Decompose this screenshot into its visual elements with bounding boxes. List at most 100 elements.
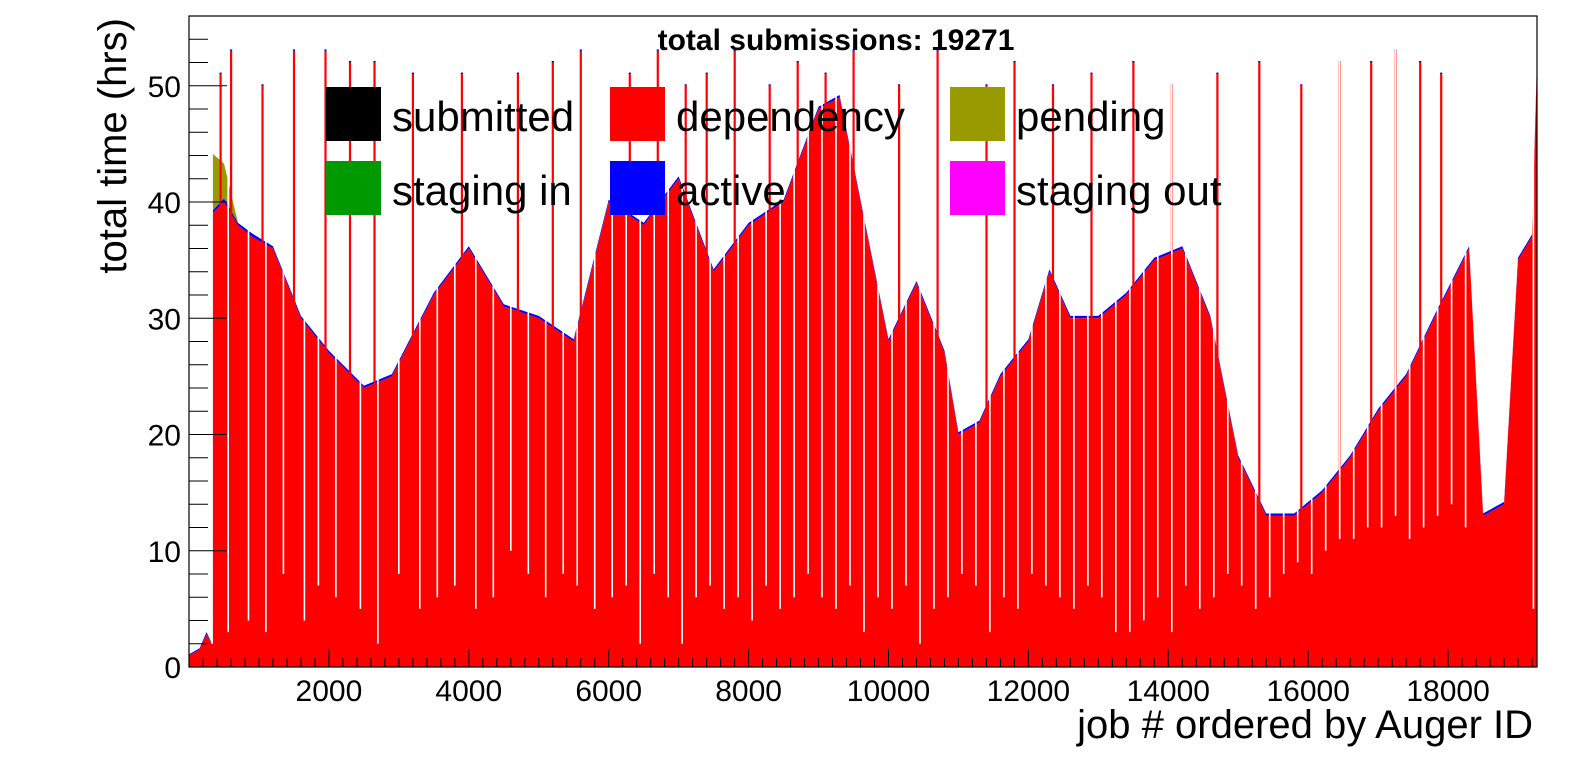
spike-bar xyxy=(628,74,631,668)
dip-gap xyxy=(989,17,991,633)
dip-gap xyxy=(317,17,320,586)
dip-gap xyxy=(1199,17,1201,609)
legend-swatch xyxy=(326,87,381,141)
dip-gap xyxy=(377,17,379,644)
dip-gap xyxy=(807,17,809,574)
dip-gap xyxy=(653,17,655,574)
dip-gap xyxy=(1213,17,1215,598)
y-tick-label: 30 xyxy=(148,303,181,336)
dip-gap xyxy=(1450,17,1453,505)
spike-active-cap xyxy=(898,84,901,86)
dip-gap xyxy=(611,17,613,598)
spike-active-cap xyxy=(796,61,799,63)
dip-gap xyxy=(576,17,578,586)
dip-gap xyxy=(1129,17,1131,633)
dip-gap xyxy=(510,17,512,551)
spike-active-cap xyxy=(705,72,708,75)
dip-gap xyxy=(1017,17,1019,609)
dip-gap xyxy=(544,17,547,598)
spike-bar xyxy=(411,74,414,668)
dip-gap xyxy=(863,17,865,633)
dip-gap xyxy=(1296,17,1299,563)
dip-gap xyxy=(1031,17,1033,574)
dips-layer xyxy=(211,17,1535,644)
spike-active-cap xyxy=(936,49,939,51)
dip-gap xyxy=(821,17,823,598)
legend-label: pending xyxy=(1016,93,1165,140)
dip-gap xyxy=(227,17,229,633)
spike-active-cap xyxy=(219,72,222,75)
legend-label: dependency xyxy=(676,93,905,140)
spike-bar xyxy=(1440,74,1443,668)
legend-swatch xyxy=(326,161,381,215)
legend-label: submitted xyxy=(392,93,574,140)
y-axis: 0 10 20 30 40 50 xyxy=(148,15,227,685)
spike-active-cap xyxy=(768,84,771,86)
y-tick-label: 20 xyxy=(148,420,181,453)
spike-bar xyxy=(373,62,376,667)
dip-gap xyxy=(1157,17,1159,598)
dip-gap xyxy=(737,17,739,598)
dip-gap xyxy=(1059,17,1061,598)
legend-label: staging in xyxy=(392,167,572,214)
spike-bar xyxy=(1258,62,1261,667)
dip-gap xyxy=(1227,17,1229,574)
dip-gap xyxy=(527,17,530,574)
spike-bar xyxy=(292,50,296,667)
x-tick-label: 10000 xyxy=(847,675,930,708)
dip-gap xyxy=(849,17,851,586)
dip-gap xyxy=(723,17,725,609)
dip-gap xyxy=(475,17,477,609)
spike-bar xyxy=(261,85,264,668)
dip-gap xyxy=(282,17,285,574)
dip-gap xyxy=(835,17,837,609)
spike-bar xyxy=(1132,62,1135,667)
dip-gap xyxy=(492,17,495,598)
dip-gap xyxy=(247,17,250,621)
spike-active-cap xyxy=(985,84,988,86)
dip-gap xyxy=(905,17,907,586)
spike-active-cap xyxy=(628,72,631,75)
spike-bar xyxy=(1300,85,1303,668)
spike-bar xyxy=(348,62,352,667)
spike-bar xyxy=(219,74,222,668)
x-tick-label: 4000 xyxy=(435,675,502,708)
spike-bar xyxy=(1216,74,1219,668)
x-tick-label: 12000 xyxy=(987,675,1070,708)
spike-bar xyxy=(705,74,708,668)
dip-gap xyxy=(398,17,400,574)
spike-bar xyxy=(656,50,659,667)
legend-swatch xyxy=(610,161,665,215)
spike-active-cap xyxy=(411,72,414,75)
dip-gap xyxy=(1422,17,1425,528)
dip-gap xyxy=(695,17,697,598)
dip-gap xyxy=(793,17,795,598)
spike-active-cap xyxy=(1258,61,1261,63)
x-tick-label: 2000 xyxy=(296,675,363,708)
spike-active-cap xyxy=(656,49,659,51)
x-tick-label: 18000 xyxy=(1406,675,1489,708)
dip-gap xyxy=(436,17,439,598)
spike-active-cap xyxy=(324,49,327,51)
dip-gap xyxy=(1380,17,1383,528)
spike-active-cap xyxy=(684,84,687,86)
dip-gap xyxy=(562,17,564,574)
spike-bar xyxy=(460,74,463,668)
dip-gap xyxy=(1240,17,1243,586)
legend-swatch xyxy=(950,161,1005,215)
dip-gap xyxy=(877,17,879,598)
x-tick-label: 14000 xyxy=(1127,675,1210,708)
spike-active-cap xyxy=(1370,61,1373,63)
spike-bar xyxy=(936,50,939,667)
x-tick-label: 6000 xyxy=(575,675,642,708)
dip-gap xyxy=(639,17,641,644)
x-tick-label: 8000 xyxy=(715,675,782,708)
dip-gap xyxy=(1394,17,1397,516)
dip-gap xyxy=(1532,17,1535,609)
spike-active-cap xyxy=(1090,72,1093,75)
spike-active-cap xyxy=(1440,72,1443,75)
dip-gap xyxy=(779,17,781,609)
y-tick-label: 50 xyxy=(148,71,181,104)
x-axis-label: job # ordered by Auger ID xyxy=(1076,703,1533,747)
